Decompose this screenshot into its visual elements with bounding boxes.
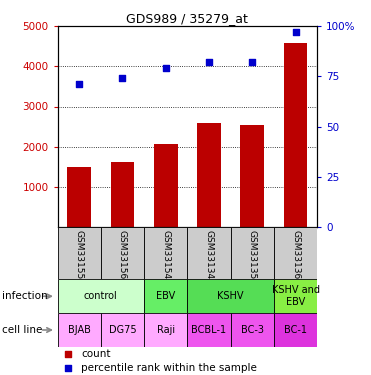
Text: GSM33135: GSM33135 (248, 230, 257, 279)
Bar (274, 279, 317, 313)
Text: BC-1: BC-1 (284, 325, 307, 335)
Bar (154, 144, 178, 227)
Text: infection: infection (2, 291, 47, 301)
Point (279, 183, 285, 189)
Text: KSHV: KSHV (217, 291, 244, 301)
Text: DG75: DG75 (109, 325, 136, 335)
Bar (187, 313, 231, 347)
Bar (111, 162, 134, 227)
Point (163, 65, 169, 71)
Point (76, 81, 82, 87)
Text: BC-3: BC-3 (241, 325, 264, 335)
Text: BCBL-1: BCBL-1 (191, 325, 227, 335)
Bar (67, 168, 91, 227)
Bar (187, 279, 274, 313)
Text: GSM33154: GSM33154 (161, 230, 170, 279)
Bar (274, 227, 317, 279)
Text: EBV: EBV (156, 291, 175, 301)
Point (119, 75, 125, 81)
Title: GDS989 / 35279_at: GDS989 / 35279_at (127, 12, 248, 25)
Bar (231, 227, 274, 279)
Bar (197, 123, 221, 227)
Text: KSHV and
EBV: KSHV and EBV (272, 285, 319, 307)
Bar (144, 279, 187, 313)
Bar (231, 313, 274, 347)
Bar (58, 279, 144, 313)
Bar (274, 313, 317, 347)
Text: GSM33136: GSM33136 (291, 230, 300, 279)
Bar (144, 227, 187, 279)
Text: cell line: cell line (2, 325, 42, 335)
Text: control: control (84, 291, 118, 301)
Text: GSM33156: GSM33156 (118, 230, 127, 279)
Bar (284, 43, 308, 227)
Text: BJAB: BJAB (68, 325, 91, 335)
Point (206, 59, 212, 65)
Text: GSM33134: GSM33134 (204, 230, 213, 279)
Point (279, 306, 285, 312)
Text: percentile rank within the sample: percentile rank within the sample (81, 363, 257, 372)
Bar (240, 125, 264, 227)
Bar (58, 227, 101, 279)
Bar (187, 227, 231, 279)
Text: Raji: Raji (157, 325, 175, 335)
Bar (58, 313, 101, 347)
Point (293, 29, 299, 35)
Text: count: count (81, 349, 111, 359)
Bar (101, 227, 144, 279)
Point (249, 59, 255, 65)
Text: GSM33155: GSM33155 (75, 230, 83, 279)
Bar (144, 313, 187, 347)
Bar (101, 313, 144, 347)
